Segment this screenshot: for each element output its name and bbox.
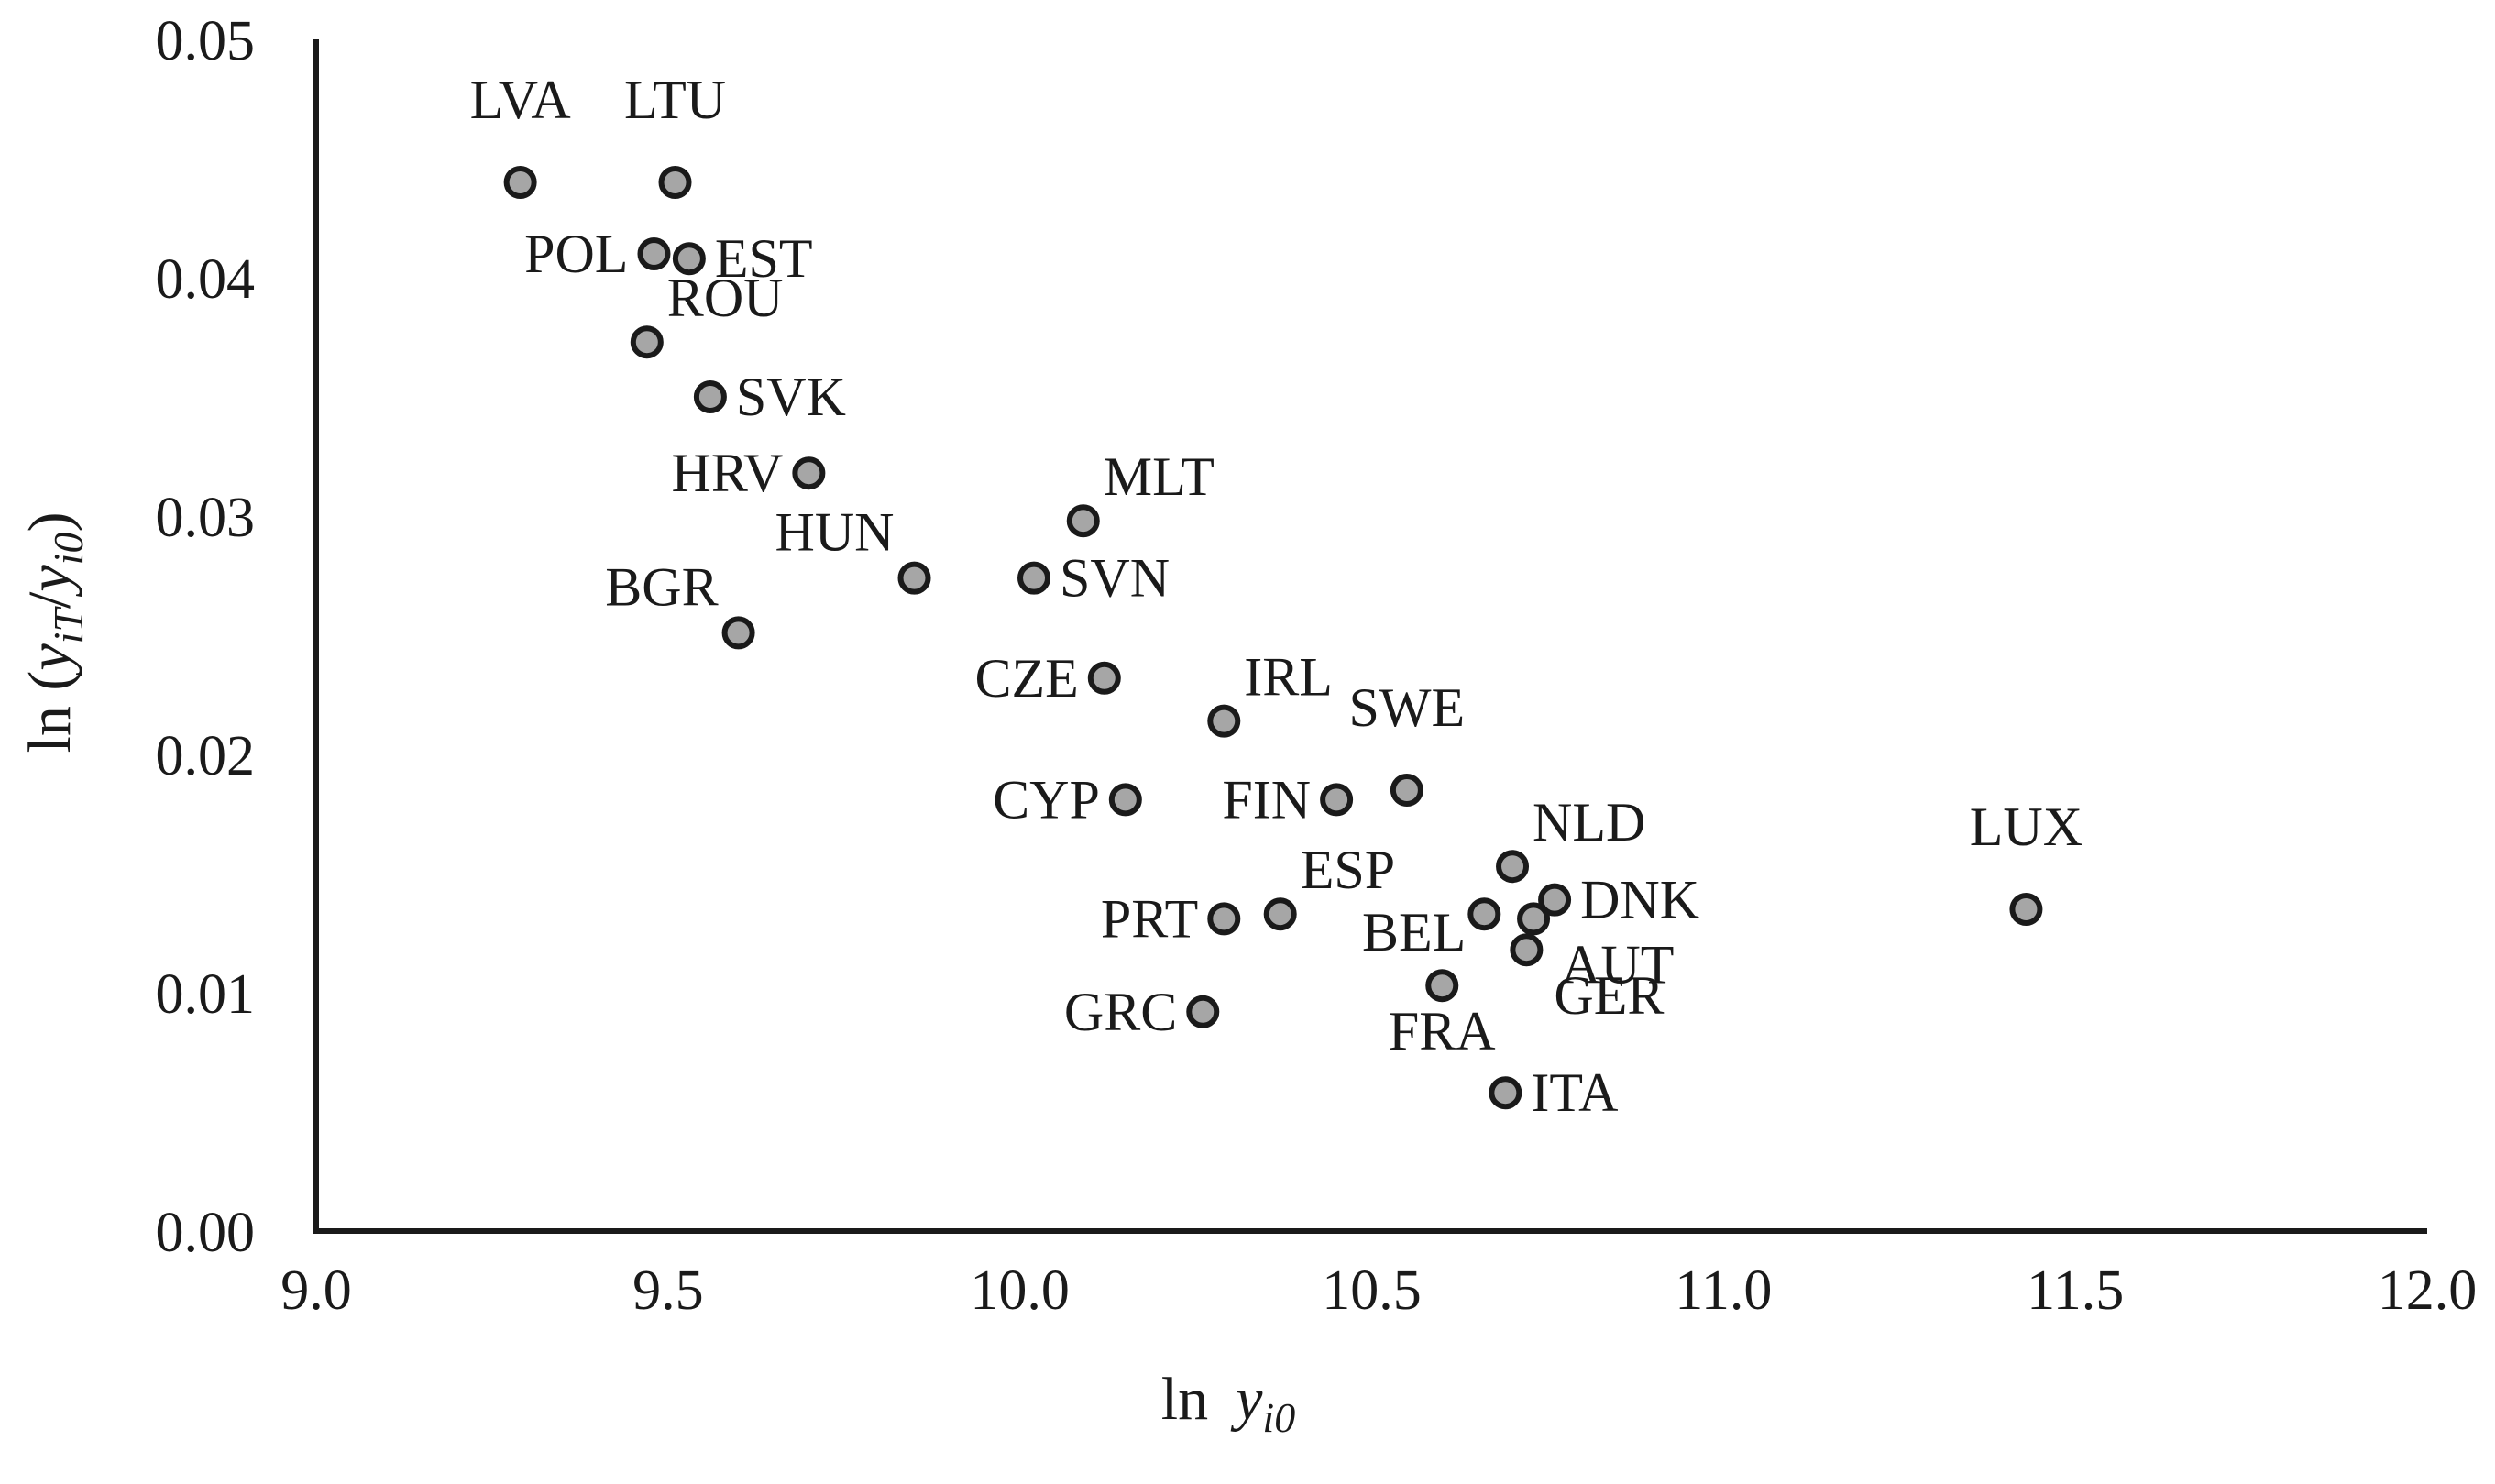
data-label-lux: LUX — [1970, 797, 2083, 857]
data-label-cyp: CYP — [993, 769, 1100, 830]
data-point-cyp — [1108, 783, 1142, 817]
data-point-svk — [693, 380, 727, 413]
data-label-swe: SWE — [1349, 677, 1466, 738]
data-point-hrv — [792, 456, 826, 490]
data-label-dnk: DNK — [1580, 870, 1699, 930]
data-point-lva — [503, 166, 537, 199]
data-label-grc: GRC — [1064, 982, 1177, 1042]
y-axis-title: ln (yiT/yi0) — [16, 512, 92, 753]
data-point-nld — [1496, 850, 1530, 884]
data-label-rou: ROU — [667, 268, 784, 328]
y-axis-title-slash: / — [16, 591, 83, 609]
data-label-mlt: MLT — [1104, 446, 1215, 507]
data-point-swe — [1390, 774, 1423, 807]
x-tick-label: 10.0 — [970, 1259, 1070, 1322]
data-point-cze — [1087, 661, 1121, 695]
data-label-pol: POL — [524, 224, 628, 284]
x-tick-label: 12.0 — [2378, 1259, 2478, 1322]
data-point-pol — [637, 237, 671, 270]
data-label-svk: SVK — [736, 367, 846, 427]
data-point-aut — [1517, 902, 1551, 936]
y-tick-label: 0.04 — [156, 248, 256, 311]
data-label-fin: FIN — [1222, 769, 1311, 830]
data-point-bgr — [721, 616, 755, 650]
y-axis-title-var2: y — [16, 565, 83, 598]
data-label-ita: ITA — [1531, 1062, 1618, 1123]
x-axis-title-var: y — [1230, 1366, 1263, 1433]
data-point-svn — [1017, 561, 1051, 595]
data-point-rou — [630, 325, 664, 359]
data-point-ita — [1489, 1076, 1522, 1110]
data-point-grc — [1186, 995, 1220, 1028]
x-tick-label: 9.0 — [280, 1259, 352, 1322]
data-point-ger — [1510, 933, 1544, 967]
data-label-hrv: HRV — [671, 443, 783, 503]
axes — [313, 39, 2427, 1234]
data-point-lux — [2009, 893, 2043, 926]
data-point-fra — [1425, 969, 1459, 1003]
data-point-bel — [1467, 897, 1501, 931]
y-tick-label: 0.02 — [156, 725, 256, 787]
data-point-hun — [897, 561, 931, 595]
data-point-irl — [1207, 704, 1241, 738]
x-tick-label: 10.5 — [1322, 1259, 1422, 1322]
y-tick-label: 0.03 — [156, 487, 256, 549]
y-tick-label: 0.00 — [156, 1202, 256, 1264]
data-label-svn: SVN — [1060, 548, 1170, 609]
data-point-prt — [1207, 902, 1241, 936]
x-axis-title-main: ln — [1161, 1366, 1208, 1433]
data-label-aut: AUT — [1561, 934, 1674, 995]
data-label-est: EST — [715, 228, 813, 289]
data-label-bgr: BGR — [605, 556, 718, 617]
y-axis-title-main: ln ( — [16, 671, 83, 753]
data-label-bel: BEL — [1362, 902, 1466, 962]
data-point-dnk — [1538, 883, 1572, 917]
data-label-nld: NLD — [1533, 792, 1645, 852]
data-label-cze: CZE — [974, 648, 1078, 709]
y-axis-title-var1: y — [16, 643, 83, 676]
x-tick-label: 11.5 — [2027, 1259, 2124, 1322]
y-tick-labels: 0.00 0.01 0.02 0.03 0.04 0.05 — [156, 10, 256, 1264]
data-label-ltu: LTU — [624, 70, 726, 130]
data-label-ger: GER — [1554, 965, 1664, 1026]
y-axis-title-sub1: iT — [45, 606, 92, 644]
data-point-mlt — [1066, 504, 1100, 538]
data-label-irl: IRL — [1244, 647, 1333, 708]
x-tick-label: 11.0 — [1675, 1259, 1772, 1322]
data-label-prt: PRT — [1101, 888, 1198, 949]
data-points — [503, 166, 2043, 1110]
x-axis-title: ln yi0 — [1161, 1366, 1295, 1441]
data-label-hun: HUN — [775, 502, 895, 563]
x-tick-label: 9.5 — [632, 1259, 704, 1322]
y-tick-label: 0.05 — [156, 10, 256, 72]
data-label-fra: FRA — [1389, 1001, 1496, 1061]
data-point-est — [672, 242, 706, 276]
x-axis-title-sub: i0 — [1262, 1394, 1295, 1441]
data-point-esp — [1263, 897, 1297, 931]
data-point-fin — [1320, 783, 1354, 817]
y-axis-title-sub2: i0 — [45, 533, 92, 566]
x-tick-labels: 9.0 9.5 10.0 10.5 11.0 11.5 12.0 — [280, 1259, 2477, 1322]
data-label-lva: LVA — [470, 70, 571, 130]
data-label-esp: ESP — [1301, 840, 1395, 900]
data-point-ltu — [658, 166, 692, 199]
y-tick-label: 0.01 — [156, 963, 256, 1026]
y-axis-title-close: ) — [16, 512, 83, 533]
